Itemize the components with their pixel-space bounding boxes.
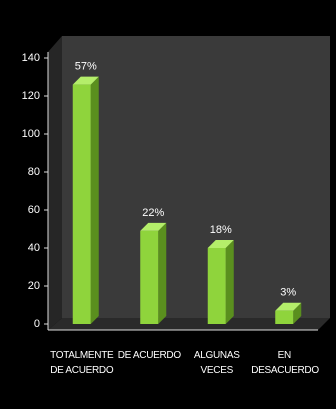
value-label: 57%	[75, 61, 97, 73]
x-tick-label: DE ACUERDO	[117, 350, 181, 361]
value-label: 18%	[210, 224, 232, 236]
value-label: 22%	[142, 207, 164, 219]
back-wall	[62, 36, 330, 318]
x-tick-label: TOTALMENTE DE ACUERDO	[50, 350, 114, 376]
bar-side	[90, 76, 99, 324]
bar-top	[72, 76, 99, 85]
y-tick-label: 120	[22, 90, 40, 102]
y-tick-label: 20	[28, 280, 40, 292]
y-tick-label: 140	[22, 52, 40, 64]
y-tick-label: 40	[28, 242, 40, 254]
bar-front	[207, 248, 226, 324]
floor	[48, 318, 330, 330]
bar	[72, 76, 99, 324]
bar	[140, 222, 167, 324]
x-tick-label: EN DESACUERDO	[251, 350, 319, 376]
x-tick-label: ALGUNAS VECES	[193, 350, 240, 376]
bar-top	[275, 302, 302, 311]
bar-front	[275, 310, 294, 324]
y-tick-label: 60	[28, 204, 40, 216]
bar-side	[225, 240, 234, 324]
bar	[207, 240, 234, 324]
bar-front	[140, 230, 159, 324]
bar	[275, 302, 302, 324]
bar-top	[140, 222, 167, 231]
y-tick-label: 100	[22, 128, 40, 140]
bar-top	[207, 240, 234, 248]
side-wall	[48, 36, 62, 330]
bar-side	[158, 222, 167, 324]
bar-front	[72, 84, 91, 324]
bar-side	[293, 302, 302, 324]
y-tick-label: 0	[34, 318, 40, 330]
value-label: 3%	[280, 287, 296, 299]
y-tick-label: 80	[28, 166, 40, 178]
